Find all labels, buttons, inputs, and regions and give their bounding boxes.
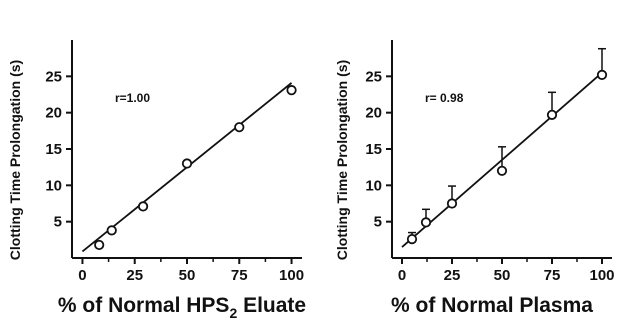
x-tick-label-left: 50	[179, 267, 196, 284]
x-tick-label-left: 100	[279, 267, 304, 284]
x-axis-title-left-subscript: 2	[229, 305, 237, 321]
x-tick-label-left: 0	[78, 267, 86, 284]
x-tick-label-right: 0	[398, 267, 406, 284]
y-tick-label-right: 10	[365, 177, 382, 194]
x-axis-title-left-main: % of Normal HPS	[58, 294, 230, 317]
y-axis-title-left: Clotting Time Prolongation (s)	[7, 60, 23, 260]
y-tick-label-left: 20	[45, 105, 62, 122]
y-tick-label-left: 15	[45, 141, 62, 158]
data-point-left	[234, 122, 245, 133]
x-axis-title-left: % of Normal HPS2 Eluate	[58, 294, 306, 321]
x-axis-title-right: % of Normal Plasma	[391, 294, 593, 317]
x-tick-label-right: 50	[494, 267, 511, 284]
data-point-right	[546, 109, 558, 120]
x-axis-title-left-tail: Eluate	[237, 294, 306, 317]
data-point-left	[137, 201, 149, 212]
x-tick-label-left: 75	[231, 267, 248, 284]
data-point-right	[420, 217, 432, 228]
data-point-left	[181, 158, 193, 169]
y-axis-title-right: Clotting Time Prolongation (s)	[334, 60, 350, 260]
data-point-right	[446, 198, 458, 209]
data-point-right	[596, 69, 608, 80]
x-tick-label-right: 25	[444, 267, 461, 284]
chart-left: Clotting Time Prolongation (s) r=1.00 % …	[7, 40, 306, 321]
y-tick-label-left: 5	[54, 214, 62, 231]
x-tick-label-left: 25	[126, 267, 143, 284]
data-point-left	[94, 239, 105, 251]
correlation-annotation-right: r= 0.98	[425, 91, 464, 105]
y-tick-label-left: 25	[45, 68, 62, 85]
y-tick-label-right: 15	[365, 141, 382, 158]
y-tick-label-right: 5	[374, 214, 382, 231]
x-tick-label-right: 100	[589, 267, 614, 284]
data-point-left	[286, 85, 297, 96]
data-point-right	[496, 165, 508, 176]
correlation-annotation-left: r=1.00	[115, 91, 150, 105]
y-tick-label-left: 10	[45, 177, 62, 194]
y-tick-label-right: 20	[365, 105, 382, 122]
chart-right: Clotting Time Prolongation (s) r= 0.98 %…	[334, 40, 615, 317]
data-point-left	[106, 225, 117, 236]
x-axis-title-right-main: % of Normal Plasma	[391, 294, 593, 317]
data-point-right	[406, 234, 418, 245]
x-tick-label-right: 75	[544, 267, 561, 284]
y-tick-label-right: 25	[365, 68, 382, 85]
